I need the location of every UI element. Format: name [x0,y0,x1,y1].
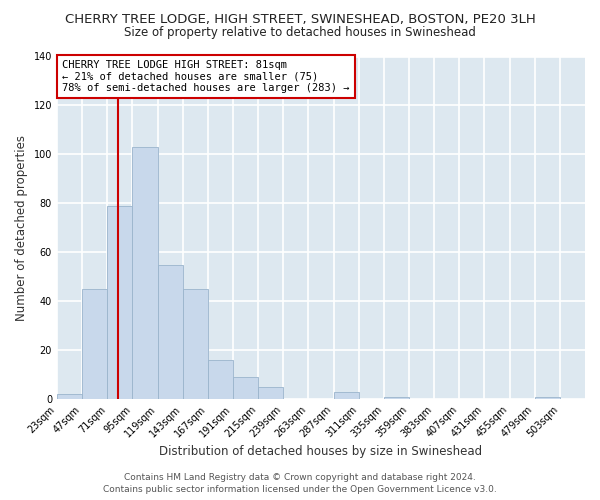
Bar [258,387,283,399]
Bar [384,396,409,399]
Bar [535,396,560,399]
Bar [208,360,233,399]
Text: Contains HM Land Registry data © Crown copyright and database right 2024.
Contai: Contains HM Land Registry data © Crown c… [103,472,497,494]
Bar [182,289,208,399]
Text: CHERRY TREE LODGE, HIGH STREET, SWINESHEAD, BOSTON, PE20 3LH: CHERRY TREE LODGE, HIGH STREET, SWINESHE… [65,12,535,26]
Text: CHERRY TREE LODGE HIGH STREET: 81sqm
← 21% of detached houses are smaller (75)
7: CHERRY TREE LODGE HIGH STREET: 81sqm ← 2… [62,60,350,93]
Bar [57,394,82,399]
Bar [82,289,107,399]
Y-axis label: Number of detached properties: Number of detached properties [15,135,28,321]
Bar [107,206,133,399]
Bar [233,377,258,399]
Bar [158,264,182,399]
Bar [133,147,158,399]
X-axis label: Distribution of detached houses by size in Swineshead: Distribution of detached houses by size … [160,444,482,458]
Bar [334,392,359,399]
Text: Size of property relative to detached houses in Swineshead: Size of property relative to detached ho… [124,26,476,39]
